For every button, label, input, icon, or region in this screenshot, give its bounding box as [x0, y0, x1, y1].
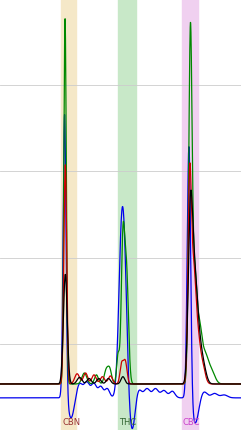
Bar: [118, 0, 136, 430]
Text: THC: THC: [119, 418, 136, 427]
Text: CBN: CBN: [62, 418, 80, 427]
Bar: [182, 0, 198, 430]
Text: CBC: CBC: [183, 418, 200, 427]
Bar: [61, 0, 76, 430]
